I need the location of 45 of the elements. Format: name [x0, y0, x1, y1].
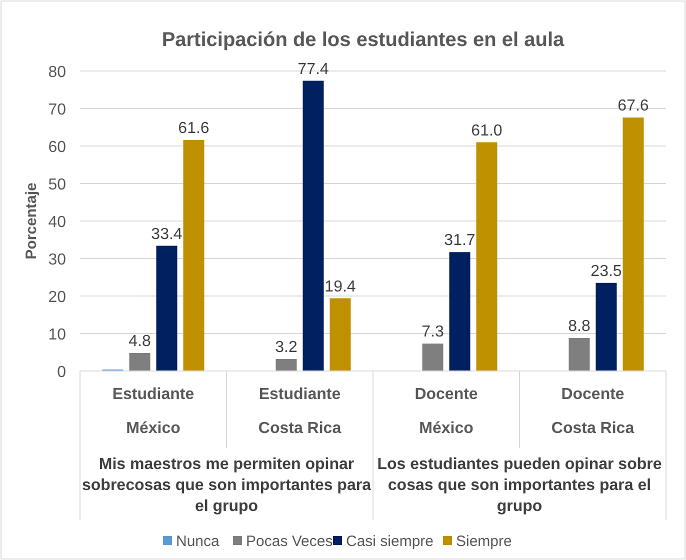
data-label: 61.6	[178, 120, 210, 137]
bar	[596, 282, 617, 371]
bar	[330, 298, 351, 371]
legend-label: Casi siempre	[346, 533, 434, 550]
y-tick-label: 80	[48, 64, 66, 81]
data-label: 31.7	[444, 232, 476, 250]
x-tick-label: Estudiante Costa Rica	[258, 386, 342, 437]
data-label: 3.2	[275, 339, 298, 356]
data-label: 67.6	[618, 98, 649, 114]
bar	[622, 118, 644, 371]
data-label: 19.4	[324, 278, 356, 296]
bar	[422, 344, 444, 371]
chart-title: Participación de los estudiantes en el aula	[162, 29, 566, 51]
bar	[276, 359, 297, 371]
bar	[302, 80, 324, 371]
data-label: 7.3	[422, 324, 444, 341]
data-label: 77.4	[298, 60, 329, 78]
data-label: 61.0	[471, 122, 502, 140]
y-axis-title: Porcentaje	[23, 182, 40, 260]
legend-label: Siempre	[456, 533, 512, 550]
bar	[183, 140, 204, 371]
x-tick-label: Docente Costa Rica	[551, 386, 634, 437]
text: Los estudiantes pueden opinar sobre cosas que son importantes para el grupo	[377, 456, 662, 515]
x-tick-label: Estudiante México	[112, 386, 194, 437]
y-tick-label: 20	[48, 289, 66, 306]
bar	[129, 353, 150, 371]
y-tick-label: 60	[48, 139, 66, 156]
data-label: 23.5	[590, 262, 622, 280]
y-tick-label: 40	[48, 214, 66, 231]
legend-label: Nunca	[176, 533, 220, 550]
text: Mis maestros me permiten opinar sobrecosas que son importantes para el grupo	[82, 456, 372, 515]
y-tick-label: 0	[57, 364, 66, 381]
y-tick-label: 30	[48, 252, 66, 268]
bar	[449, 252, 470, 371]
bar	[156, 246, 178, 371]
y-tick-label: 70	[48, 102, 66, 118]
data-label: 8.8	[568, 318, 590, 335]
data-label: 4.8	[128, 333, 151, 350]
legend-label: Pocas Veces	[246, 533, 333, 550]
y-tick-label: 10	[48, 326, 66, 344]
data-label: 33.4	[151, 226, 182, 243]
x-tick-label: Docente México	[414, 386, 478, 437]
bar	[568, 338, 590, 371]
y-tick-label: 50	[48, 176, 66, 194]
bar	[476, 142, 498, 371]
